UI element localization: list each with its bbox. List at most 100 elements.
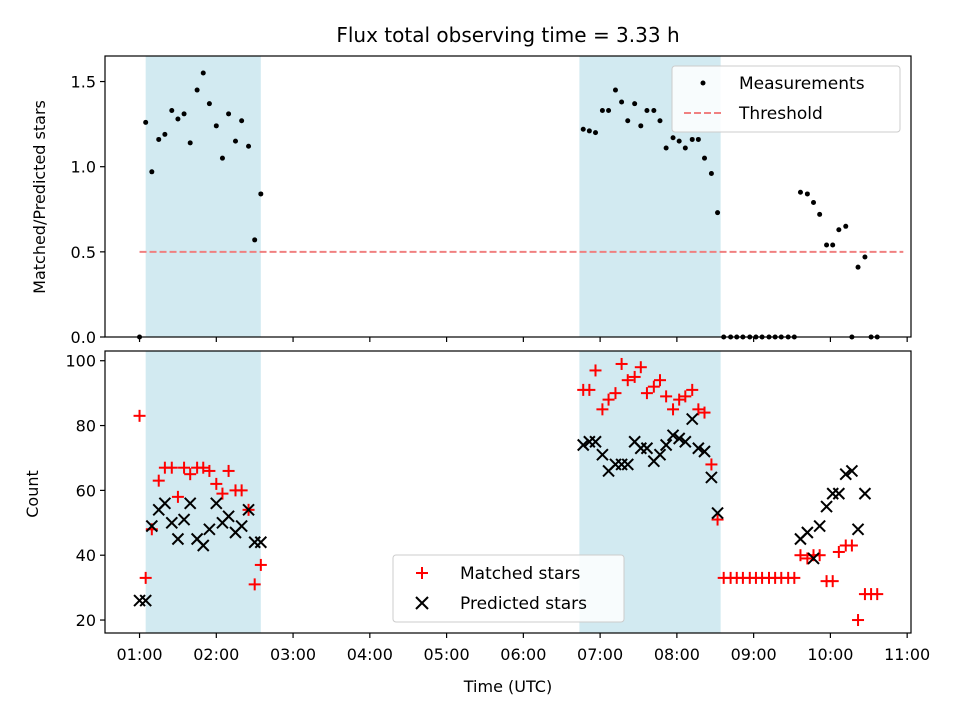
predicted-star-stroke-b <box>197 539 210 552</box>
predicted-star-point <box>679 435 692 448</box>
predicted-star-point <box>832 487 846 500</box>
matched-star-point <box>165 461 178 474</box>
top-legend-box <box>671 65 901 133</box>
predicted-star-stroke-b <box>679 435 692 448</box>
predicted-star-point <box>235 519 248 533</box>
legend-marker-measurements <box>700 80 706 86</box>
measurement-point <box>702 155 708 161</box>
bottom-legend-box <box>392 554 625 623</box>
measurement-point <box>817 211 823 217</box>
matched-star-point <box>210 477 223 490</box>
measurement-point <box>213 123 219 129</box>
predicted-star-point <box>133 594 146 607</box>
matched-star-point <box>660 390 673 403</box>
predicted-star-point <box>158 497 172 510</box>
x-axis-label: Time (UTC) <box>463 677 552 696</box>
predicted-star-point <box>589 435 602 448</box>
predicted-star-stroke-b <box>653 448 667 461</box>
predicted-star-stroke-b <box>851 523 865 536</box>
predicted-star-point <box>845 464 859 478</box>
chart-title: Flux total observing time = 3.33 h <box>336 23 679 47</box>
matched-star-point <box>673 393 686 406</box>
predicted-star-stroke-b <box>659 438 673 452</box>
matched-star-point <box>203 464 216 477</box>
matched-star-point <box>653 374 666 387</box>
measurement-point <box>156 136 162 142</box>
matched-star-point <box>679 390 692 403</box>
y-tick-label: 1.5 <box>71 73 96 92</box>
matched-star-point <box>615 357 628 370</box>
y-tick-label: 80 <box>76 417 96 436</box>
matched-star-point <box>602 393 615 406</box>
measurement-point <box>219 155 225 161</box>
predicted-star-stroke-b <box>596 448 609 461</box>
predicted-star-point <box>197 539 210 552</box>
matched-star-point <box>667 403 680 416</box>
predicted-star-point <box>203 523 216 536</box>
matched-star-point <box>640 387 653 400</box>
measurement-point <box>715 210 721 216</box>
measurement-point <box>226 111 232 117</box>
matched-star-point <box>845 539 858 552</box>
legend-label-measurements: Measurements <box>739 74 865 94</box>
measurement-point <box>194 87 200 93</box>
measurement-point <box>187 140 193 146</box>
predicted-star-stroke-b <box>235 519 248 533</box>
predicted-star-stroke-b <box>692 442 705 455</box>
measurement-point <box>676 138 682 144</box>
matched-star-point <box>216 487 229 500</box>
matched-star-point <box>197 461 210 474</box>
predicted-star-stroke-b <box>158 497 172 510</box>
predicted-star-stroke-b <box>832 487 846 500</box>
predicted-star-point <box>705 471 718 484</box>
measurement-point <box>824 242 830 248</box>
predicted-star-point <box>692 442 705 455</box>
measurement-point <box>651 107 657 113</box>
predicted-star-stroke-b <box>621 458 634 471</box>
predicted-star-stroke-b <box>577 438 590 452</box>
measurement-point <box>695 136 701 142</box>
matched-star-point <box>634 361 647 374</box>
y-tick-label: 40 <box>76 546 96 565</box>
predicted-star-point <box>672 432 686 445</box>
predicted-star-point <box>254 536 268 549</box>
predicted-star-point <box>171 532 185 546</box>
legend-label-threshold: Threshold <box>738 104 823 124</box>
predicted-star-point <box>139 594 152 607</box>
matched-star-point <box>248 578 261 591</box>
x-tick-label: 05:00 <box>424 645 470 664</box>
measurement-point <box>162 131 168 137</box>
predicted-star-point <box>659 438 673 452</box>
matched-star-point <box>254 558 267 571</box>
predicted-star-stroke-b <box>222 510 235 523</box>
matched-star-point <box>801 552 814 565</box>
x-tick-label: 11:00 <box>884 645 930 664</box>
measurement-point <box>181 111 187 117</box>
legend-label-predicted: Predicted stars <box>460 594 587 614</box>
measurement-point <box>239 118 245 124</box>
predicted-star-stroke-b <box>845 464 859 478</box>
bottom-legend: Matched stars Predicted stars <box>392 554 625 623</box>
predicted-star-point <box>801 526 814 539</box>
matched-star-point <box>222 464 235 477</box>
measurement-point <box>625 118 631 124</box>
predicted-star-stroke-b <box>820 500 833 513</box>
x-tick-label: 01:00 <box>116 645 162 664</box>
predicted-star-stroke-b <box>711 506 724 520</box>
matched-star-point <box>628 370 641 383</box>
predicted-star-stroke-b <box>686 412 699 426</box>
measurement-point <box>670 135 676 141</box>
predicted-star-stroke-b <box>698 445 711 458</box>
matched-star-point <box>583 383 596 396</box>
measurement-point <box>843 223 849 229</box>
matched-star-point <box>589 364 602 377</box>
predicted-star-stroke-b <box>807 552 820 565</box>
count-panel: 20 40 60 80 100 01:00 02:00 03:00 04:00 05:00 06:0… <box>65 350 930 664</box>
predicted-star-stroke-b <box>210 497 223 510</box>
measurement-point <box>606 107 612 113</box>
top-legend: Measurements Threshold <box>671 65 901 133</box>
measurement-point <box>632 101 638 107</box>
predicted-star-point <box>145 519 159 533</box>
predicted-star-stroke-b <box>242 503 255 517</box>
